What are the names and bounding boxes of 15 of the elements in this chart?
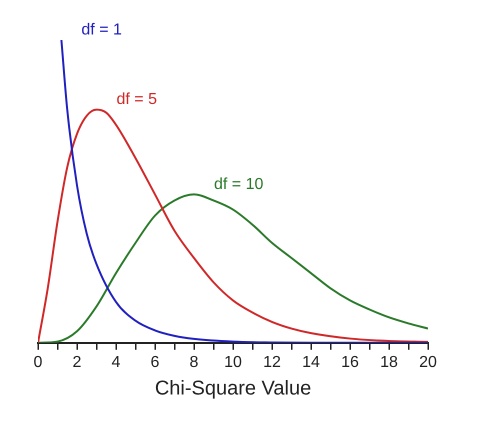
x-axis-title: Chi-Square Value (154, 378, 312, 400)
x-tick-label: 12 (263, 354, 281, 371)
x-tick-label: 0 (34, 354, 43, 371)
x-tick-label: 8 (190, 354, 199, 371)
x-tick-label: 10 (224, 354, 242, 371)
x-tick-label: 14 (302, 354, 320, 371)
x-tick-label: 16 (341, 354, 359, 371)
x-tick-label: 18 (380, 354, 398, 371)
series-label: df = 1 (81, 21, 122, 38)
x-tick-label: 2 (72, 354, 82, 371)
x-tick-label: 4 (112, 354, 121, 371)
x-tick-label: 20 (419, 354, 437, 371)
series-label: df = 5 (116, 91, 158, 108)
x-tick-label: 6 (150, 354, 160, 371)
series-label: df = 10 (214, 176, 264, 193)
